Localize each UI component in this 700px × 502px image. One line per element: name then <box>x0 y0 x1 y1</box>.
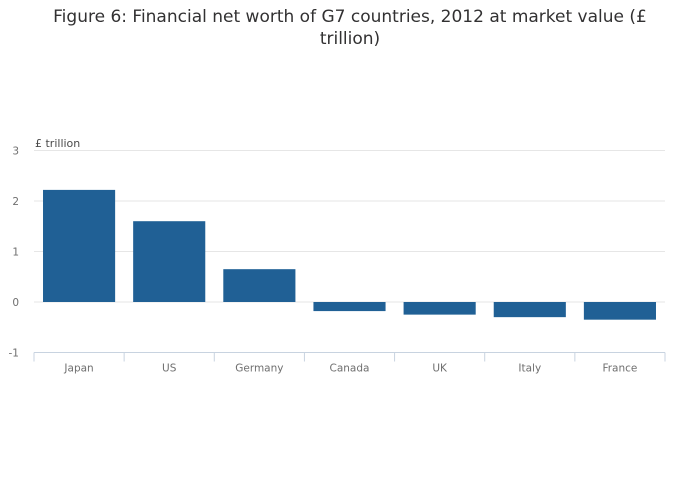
bar-germany[interactable] <box>223 269 296 302</box>
y-tick-label: 3 <box>12 146 19 158</box>
y-tick-label: 0 <box>12 297 19 309</box>
bar-us[interactable] <box>133 221 206 302</box>
bar-uk[interactable] <box>403 302 476 315</box>
y-tick-label: 1 <box>12 247 19 259</box>
bar-canada[interactable] <box>313 302 386 312</box>
y-tick-label: 2 <box>12 196 19 208</box>
bar-italy[interactable] <box>493 302 566 318</box>
x-tick-label: France <box>602 363 637 375</box>
x-tick-label: Japan <box>63 363 93 375</box>
y-axis: 3 2 1 0 -1 <box>9 146 19 360</box>
chart-title: Figure 6: Financial net worth of G7 coun… <box>53 7 647 49</box>
bars <box>43 189 656 320</box>
x-tick-label: Canada <box>330 363 370 375</box>
gridlines <box>34 150 665 303</box>
x-tick-label: UK <box>432 363 448 375</box>
y-axis-unit-label: £ trillion <box>35 137 80 150</box>
x-tick-label: Germany <box>235 363 283 375</box>
x-axis: Japan US Germany Canada UK Italy France <box>33 352 666 375</box>
x-tick-label: US <box>162 363 177 375</box>
bar-france[interactable] <box>583 302 656 320</box>
y-tick-label: -1 <box>9 348 19 360</box>
x-tick-label: Italy <box>518 363 541 375</box>
bar-japan[interactable] <box>43 189 116 302</box>
